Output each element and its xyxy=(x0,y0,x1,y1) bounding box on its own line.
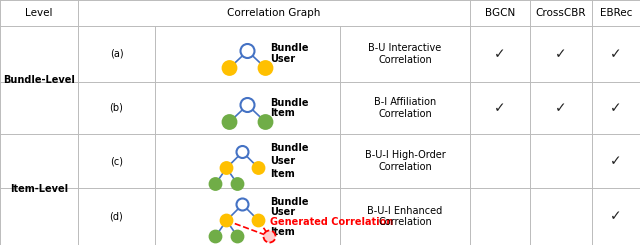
Circle shape xyxy=(253,162,264,174)
Circle shape xyxy=(223,61,237,75)
Text: Bundle: Bundle xyxy=(270,44,308,53)
Text: Item: Item xyxy=(270,109,295,119)
Text: Item: Item xyxy=(270,226,295,236)
Text: (a): (a) xyxy=(109,49,124,59)
Text: ✓: ✓ xyxy=(555,47,567,61)
Text: ✓: ✓ xyxy=(610,154,622,168)
Text: B-U-I Enhanced
Correlation: B-U-I Enhanced Correlation xyxy=(367,206,443,227)
Text: (d): (d) xyxy=(109,211,124,221)
Text: Bundle: Bundle xyxy=(270,98,308,108)
Circle shape xyxy=(221,215,232,226)
Text: B-I Affiliation
Correlation: B-I Affiliation Correlation xyxy=(374,97,436,119)
Circle shape xyxy=(221,162,232,174)
Circle shape xyxy=(237,198,248,210)
Text: BGCN: BGCN xyxy=(485,8,515,18)
Text: ✓: ✓ xyxy=(555,101,567,115)
Text: Item-Level: Item-Level xyxy=(10,184,68,195)
Text: User: User xyxy=(270,156,295,166)
Text: ✓: ✓ xyxy=(494,101,506,115)
Text: Bundle: Bundle xyxy=(270,143,308,153)
Text: User: User xyxy=(270,207,295,217)
Circle shape xyxy=(232,178,243,190)
Text: Level: Level xyxy=(25,8,52,18)
Text: ✓: ✓ xyxy=(494,47,506,61)
Text: Correlation Graph: Correlation Graph xyxy=(227,8,321,18)
Text: EBRec: EBRec xyxy=(600,8,632,18)
Text: B-U Interactive
Correlation: B-U Interactive Correlation xyxy=(369,43,442,65)
Text: Bundle: Bundle xyxy=(270,196,308,207)
Text: ✓: ✓ xyxy=(610,101,622,115)
Text: Bundle-Level: Bundle-Level xyxy=(3,75,75,85)
Circle shape xyxy=(259,115,273,129)
Circle shape xyxy=(253,215,264,226)
Text: CrossCBR: CrossCBR xyxy=(536,8,586,18)
Text: (c): (c) xyxy=(110,156,123,166)
Text: ✓: ✓ xyxy=(610,47,622,61)
Text: (b): (b) xyxy=(109,103,124,113)
Circle shape xyxy=(237,146,248,158)
Text: Item: Item xyxy=(270,169,295,179)
Circle shape xyxy=(259,61,273,75)
Circle shape xyxy=(223,115,237,129)
Circle shape xyxy=(232,231,243,243)
Circle shape xyxy=(241,44,255,58)
Text: User: User xyxy=(270,54,295,64)
Circle shape xyxy=(209,231,221,243)
Circle shape xyxy=(241,98,255,112)
Circle shape xyxy=(209,178,221,190)
Text: Generated Correlation: Generated Correlation xyxy=(270,217,393,226)
Circle shape xyxy=(264,231,275,243)
Text: B-U-I High-Order
Correlation: B-U-I High-Order Correlation xyxy=(365,150,445,172)
Text: ✓: ✓ xyxy=(610,209,622,223)
